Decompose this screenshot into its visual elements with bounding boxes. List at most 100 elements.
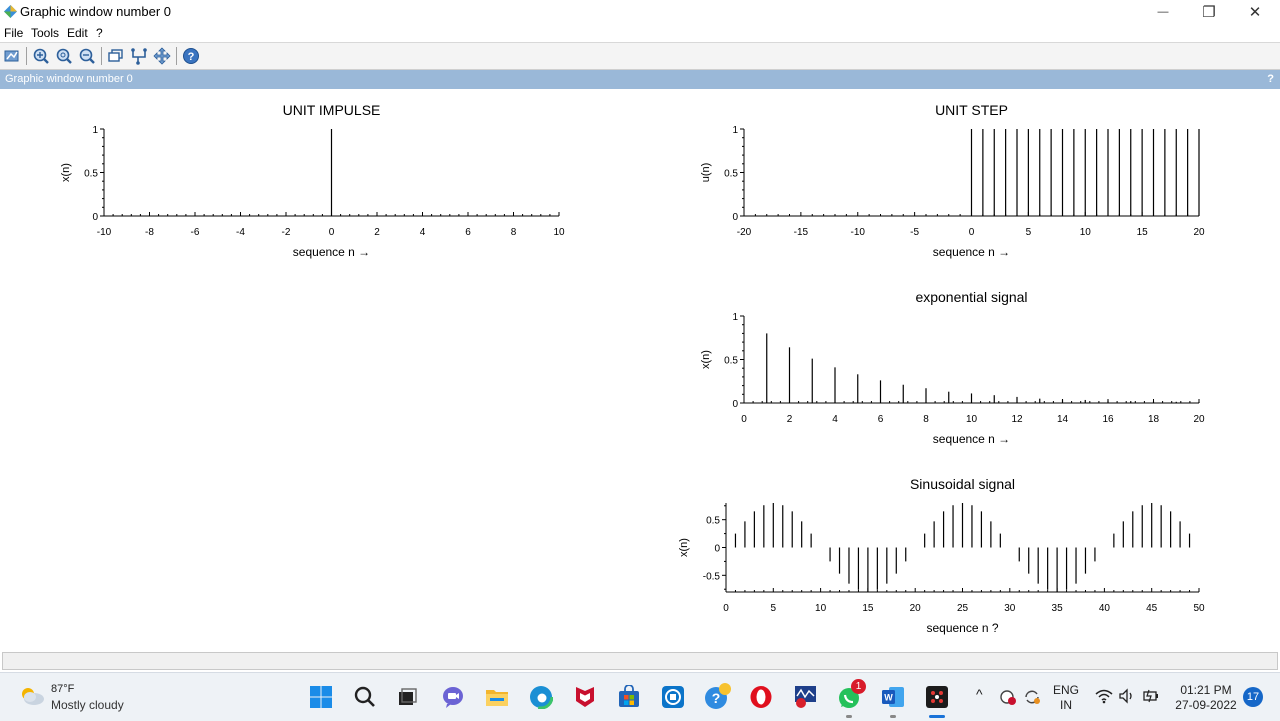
edit-figure-icon[interactable] <box>129 46 149 66</box>
x-tick-label: 0 <box>969 227 975 238</box>
svg-text:W: W <box>884 693 893 703</box>
y-tick-label: 1 <box>732 312 738 323</box>
y-tick-label: 1 <box>732 125 738 136</box>
scilab-app-icon <box>4 5 17 18</box>
x-tick-label: 10 <box>966 414 978 425</box>
rotate-3d-icon[interactable] <box>106 46 126 66</box>
graphic-panel-header: Graphic window number 0 ? <box>0 70 1280 89</box>
chart-title: exponential signal <box>915 289 1027 305</box>
svg-text:?: ? <box>712 690 721 706</box>
x-tick-label: 10 <box>1080 227 1092 238</box>
x-tick-label: 15 <box>1137 227 1149 238</box>
scilab-graphics-icon[interactable] <box>923 683 951 711</box>
x-tick-label: -2 <box>282 227 291 238</box>
wifi-icon[interactable] <box>1095 688 1113 704</box>
clock-date[interactable]: 27-09-2022 <box>1175 698 1237 712</box>
teams-chat-icon[interactable] <box>439 683 467 711</box>
graphic-canvas[interactable]: UNIT IMPULSE -10 -8 -6 -4 -2 0 2 4 6 8 10 0 0.5 1 seque… <box>1 90 1279 650</box>
x-axis-label: sequence n → <box>933 432 1010 446</box>
chart-title: Sinusoidal signal <box>910 476 1015 492</box>
notification-badge[interactable]: 17 <box>1243 687 1263 707</box>
pan-icon[interactable] <box>152 46 172 66</box>
x-tick-label: 4 <box>832 414 838 425</box>
weather-icon[interactable] <box>18 685 46 707</box>
x-tick-label: 16 <box>1102 414 1114 425</box>
dell-support-icon[interactable] <box>659 683 687 711</box>
y-axis-label: x(n) <box>678 538 690 557</box>
running-indicator <box>846 715 852 718</box>
y-tick-label: 0.5 <box>706 516 720 527</box>
close-button[interactable]: ✕ <box>1232 0 1278 24</box>
panel-title: Graphic window number 0 <box>5 73 133 85</box>
x-tick-label: 14 <box>1057 414 1069 425</box>
x-axis-label: sequence n ? <box>926 621 998 635</box>
edge-browser-icon[interactable] <box>527 683 555 711</box>
windows-start-icon[interactable] <box>307 683 335 711</box>
sync-tray-icon[interactable] <box>1022 688 1042 706</box>
running-indicator <box>890 715 896 718</box>
zoom-in-icon[interactable] <box>31 46 51 66</box>
menu-help[interactable]: ? <box>96 26 103 40</box>
x-tick-label: 10 <box>815 603 827 614</box>
y-axis-label: u(n) <box>700 163 712 183</box>
menu-edit[interactable]: Edit <box>67 26 88 40</box>
chart-1: UNIT STEP -20 -15 -10 -5 0 5 10 15 20 0 0.5 1 sequenc… <box>700 102 1205 259</box>
x-tick-label: 5 <box>1026 227 1032 238</box>
x-tick-label: 15 <box>862 603 874 614</box>
y-tick-label: -0.5 <box>703 571 721 582</box>
x-axis-label: sequence n → <box>933 245 1010 259</box>
weather-description[interactable]: Mostly cloudy <box>51 698 124 712</box>
menu-tools[interactable]: Tools <box>31 26 60 40</box>
x-axis-label: sequence n → <box>293 245 370 259</box>
svg-text:?: ? <box>188 51 195 63</box>
x-tick-label: 50 <box>1193 603 1205 614</box>
datatip-icon[interactable] <box>2 46 22 66</box>
toolbar-separator <box>176 47 177 65</box>
x-tick-label: 8 <box>923 414 929 425</box>
volume-icon[interactable] <box>1118 688 1136 704</box>
panel-help-button[interactable]: ? <box>1267 73 1274 85</box>
y-tick-label: 0 <box>732 212 738 223</box>
whatsapp-icon[interactable]: 1 <box>835 679 866 711</box>
scilab-console-icon[interactable] <box>791 683 819 711</box>
toolbar: ? <box>0 43 1280 70</box>
mcafee-tray-icon[interactable] <box>998 688 1018 706</box>
file-explorer-icon[interactable] <box>483 683 511 711</box>
x-tick-label: 0 <box>723 603 729 614</box>
language-indicator-top[interactable]: ENG <box>1053 683 1080 697</box>
restore-icon: ❐ <box>1202 4 1216 21</box>
y-tick-label: 0.5 <box>84 169 98 180</box>
x-tick-label: 0 <box>329 227 335 238</box>
active-indicator <box>929 715 945 718</box>
x-tick-label: 5 <box>771 603 777 614</box>
chart-title: UNIT IMPULSE <box>283 102 381 118</box>
maximize-button[interactable]: ❐ <box>1186 0 1232 24</box>
menu-bar: File Tools Edit ? <box>0 24 1280 43</box>
x-tick-label: 20 <box>910 603 922 614</box>
opera-browser-icon[interactable] <box>747 683 775 711</box>
language-indicator-bottom[interactable]: IN <box>1060 698 1072 712</box>
x-tick-label: -10 <box>851 227 866 238</box>
search-icon[interactable] <box>351 683 379 711</box>
get-help-icon[interactable]: ? <box>703 683 731 711</box>
status-bar <box>2 652 1278 670</box>
clock-time[interactable]: 01:21 PM <box>1180 683 1232 697</box>
mcafee-icon[interactable] <box>571 683 599 711</box>
zoom-out-icon[interactable] <box>77 46 97 66</box>
task-view-icon[interactable] <box>393 683 421 711</box>
minimize-button[interactable]: — <box>1140 0 1186 24</box>
help-icon[interactable]: ? <box>181 46 201 66</box>
x-tick-label: -10 <box>97 227 112 238</box>
menu-file[interactable]: File <box>4 26 24 40</box>
y-axis-label: x(n) <box>700 350 712 369</box>
toolbar-separator <box>26 47 27 65</box>
close-icon: ✕ <box>1248 4 1262 21</box>
weather-temperature[interactable]: 87°F <box>51 683 75 695</box>
word-icon[interactable]: W <box>879 683 907 711</box>
x-tick-label: -5 <box>910 227 919 238</box>
zoom-reset-icon[interactable] <box>54 46 74 66</box>
x-tick-label: -8 <box>145 227 154 238</box>
microsoft-store-icon[interactable] <box>615 683 643 711</box>
tray-overflow-icon[interactable]: ^ <box>976 686 983 702</box>
battery-icon[interactable] <box>1142 688 1160 704</box>
